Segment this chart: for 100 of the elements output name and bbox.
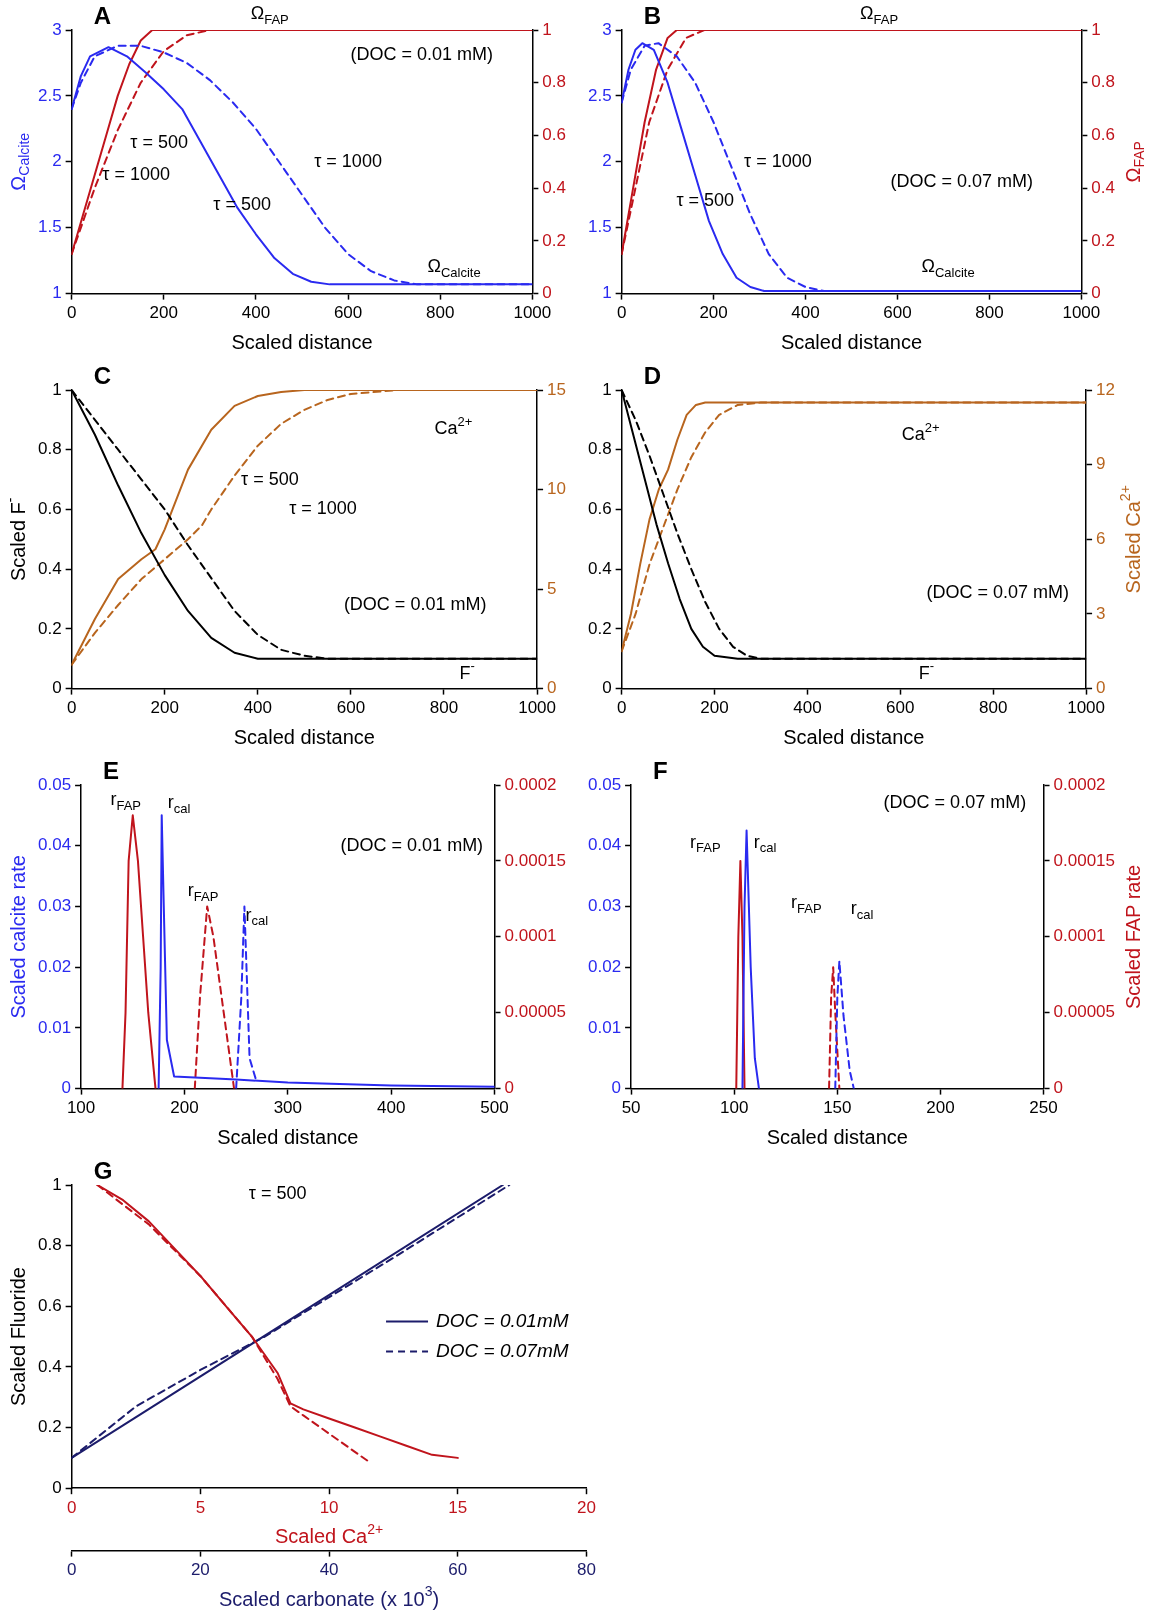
y2-tick-label: 0.00005 <box>504 1002 566 1022</box>
y2-tick-label: 0.0002 <box>504 774 557 794</box>
y2-tick-label: 0.0002 <box>1053 774 1106 794</box>
y-tick-label: 3 <box>52 19 62 39</box>
y-tick-label: 2.5 <box>37 85 62 105</box>
x-tick-label: 250 <box>1029 1098 1058 1118</box>
line-series <box>834 960 855 1089</box>
y2-tick-label: 0.0001 <box>1053 926 1106 946</box>
x-tick-label: 50 <box>621 1098 641 1118</box>
x-tick-label: 800 <box>975 303 1004 323</box>
y-tick-label: 2 <box>602 151 612 171</box>
annotation: τ = 500 <box>248 1183 307 1204</box>
x-tick-label: 10 <box>319 1498 339 1518</box>
y-tick-label: 0.8 <box>587 439 612 459</box>
x-tick-label: 100 <box>720 1098 749 1118</box>
y-axis-title: ΩCalcite <box>6 132 33 191</box>
y-tick-label: 0 <box>52 678 62 698</box>
y-tick-label: 0.4 <box>37 1356 62 1376</box>
y-tick-label: 0 <box>602 678 612 698</box>
y2-tick-label: 15 <box>547 379 567 399</box>
y2-tick-label: 0.0001 <box>504 926 557 946</box>
y-tick-label: 0.6 <box>587 499 612 519</box>
y-tick-label: 0.05 <box>587 774 622 794</box>
y-tick-label: 1 <box>52 283 62 303</box>
y-axis-title: Scaled F- <box>2 497 29 582</box>
annotation: τ = 500 <box>213 194 271 215</box>
x-tick-label: 500 <box>480 1098 509 1118</box>
y-tick-label: 0 <box>52 1477 62 1497</box>
y-tick-label: 0.2 <box>587 618 612 638</box>
x-tick-label: 1000 <box>518 698 556 718</box>
y-tick-label: 0 <box>61 1078 72 1098</box>
y-tick-label: 0.05 <box>37 774 72 794</box>
y-tick-label: 0.8 <box>37 1235 62 1255</box>
y-tick-label: 1 <box>52 1174 62 1194</box>
y2-tick-label: 5 <box>547 578 557 598</box>
y-tick-label: 1 <box>602 283 612 303</box>
y-tick-label: 0.02 <box>587 956 622 976</box>
y2-tick-label: 0.2 <box>1091 230 1116 250</box>
x-tick-label: 200 <box>699 303 728 323</box>
y-tick-label: 1.5 <box>587 217 612 237</box>
y-tick-label: 1 <box>52 379 62 399</box>
y2-tick-label: 6 <box>1096 528 1106 548</box>
annotation: F- <box>918 658 934 683</box>
y-tick-label: 0.6 <box>37 1295 62 1315</box>
annotation: (DOC = 0.01 mM) <box>340 834 484 855</box>
x-tick-label: 15 <box>448 1498 468 1518</box>
line-series <box>193 905 236 1089</box>
y2-tick-label: 0.4 <box>542 177 567 197</box>
x-tick-label: 300 <box>273 1098 303 1118</box>
chart-title: A <box>93 1 111 29</box>
x-tick-label: 800 <box>429 698 459 718</box>
y-tick-label: 3 <box>602 19 612 39</box>
annotation: (DOC = 0.07 mM) <box>890 170 1034 191</box>
y2-tick-label: 0.00015 <box>1053 850 1115 870</box>
chart-title: C <box>93 361 111 389</box>
x-tick-label: 200 <box>926 1098 955 1118</box>
x-tick-label: 400 <box>793 698 822 718</box>
x-tick-label: 600 <box>883 303 912 323</box>
x-tick-label: 400 <box>791 303 820 323</box>
y2-tick-label: 0.2 <box>542 230 567 250</box>
y2-axis-title: ΩFAP <box>1121 141 1148 183</box>
y2-tick-label: 0 <box>542 283 552 303</box>
legend-label: DOC = 0.01mM <box>436 1309 569 1331</box>
annotation: τ = 1000 <box>744 150 812 171</box>
x-tick-label: 600 <box>336 698 366 718</box>
chart-title: E <box>103 756 120 784</box>
y2-tick-label: 0.8 <box>1091 72 1116 92</box>
x-tick-label: 1000 <box>1062 303 1101 323</box>
x-tick-label: 20 <box>577 1498 597 1518</box>
y2-tick-label: 1 <box>1091 19 1101 39</box>
y2-tick-label: 0 <box>547 678 557 698</box>
y-tick-label: 0.6 <box>37 499 62 519</box>
y2-tick-label: 9 <box>1096 454 1106 474</box>
annotation: τ = 1000 <box>102 163 170 184</box>
y2-tick-label: 1 <box>542 19 552 39</box>
x-axis-title: Scaled distance <box>780 330 923 353</box>
chart-title: B <box>643 1 661 29</box>
chart-title: G <box>93 1156 113 1184</box>
annotation: F- <box>459 658 475 683</box>
x-tick-label: 200 <box>149 303 178 323</box>
y2-tick-label: 0 <box>1091 283 1101 303</box>
x-axis-title: Scaled distance <box>217 1125 359 1148</box>
x-tick-label: 200 <box>700 698 729 718</box>
annotation: τ = 500 <box>130 132 188 153</box>
x2-tick-label: 80 <box>577 1560 597 1580</box>
x2-tick-label: 20 <box>190 1560 210 1580</box>
y2-tick-label: 0 <box>1096 678 1106 698</box>
y2-tick-label: 0 <box>1053 1078 1064 1098</box>
y-tick-label: 0.02 <box>37 956 72 976</box>
x-tick-label: 400 <box>243 698 272 718</box>
annotation: τ = 500 <box>241 468 299 489</box>
y2-tick-label: 0.6 <box>542 125 567 145</box>
x2-tick-label: 40 <box>319 1560 339 1580</box>
x-tick-label: 200 <box>150 698 179 718</box>
x-tick-label: 400 <box>241 303 271 323</box>
line-series <box>828 966 841 1089</box>
y-tick-label: 0.4 <box>37 558 62 578</box>
y-tick-label: 0.03 <box>37 896 72 916</box>
annotation: (DOC = 0.01 mM) <box>350 44 494 65</box>
y-tick-label: 0.04 <box>37 835 72 855</box>
